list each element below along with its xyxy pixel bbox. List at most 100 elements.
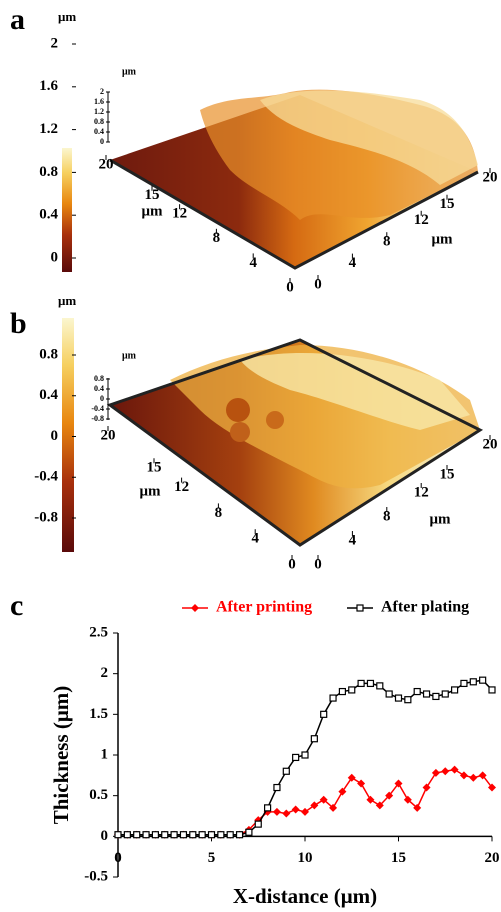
point <box>338 687 346 696</box>
point <box>376 682 384 690</box>
point <box>431 768 440 777</box>
x-axis-label: μm <box>430 511 452 527</box>
legend-label: After printing <box>216 599 312 616</box>
x-axis-label: μm <box>432 231 454 247</box>
y-tick-label: 0 <box>101 828 109 844</box>
z-tick-label: 0.4 <box>94 127 104 136</box>
y-tick-label: 8 <box>213 230 221 246</box>
x-tick-label: 10 <box>298 850 313 866</box>
point <box>479 676 487 684</box>
colorbar-tick-label: 0.4 <box>39 387 58 403</box>
z-tick-label: 2 <box>100 87 104 96</box>
point <box>422 690 431 698</box>
x-tick-label: 20 <box>483 169 498 185</box>
colorbar <box>62 148 72 272</box>
colorbar-unit: μm <box>58 9 76 24</box>
point <box>451 686 459 694</box>
legend-marker <box>191 604 199 612</box>
y-tick-label: 0 <box>288 556 296 572</box>
point <box>272 807 281 816</box>
panel-label: b <box>10 307 27 340</box>
point <box>357 779 366 788</box>
point <box>404 696 412 704</box>
point <box>301 807 309 816</box>
x-tick-label: 8 <box>383 234 391 250</box>
z-tick-label: 0.8 <box>94 117 104 126</box>
point <box>478 771 487 780</box>
point <box>441 767 450 776</box>
point <box>151 831 159 839</box>
x-tick-label: 12 <box>414 484 429 500</box>
point <box>245 828 253 836</box>
y-tick-label: 1 <box>101 746 109 762</box>
point <box>179 831 188 839</box>
z-unit: μm <box>122 66 137 77</box>
point <box>189 831 197 839</box>
x-tick-label: 15 <box>440 196 455 212</box>
legend-marker <box>356 604 364 612</box>
colorbar-tick-label: 1.6 <box>39 78 58 94</box>
point <box>301 751 309 759</box>
colorbar-tick-label: 0.8 <box>39 346 58 362</box>
point <box>469 678 477 686</box>
y-tick-label: 0 <box>286 279 294 295</box>
series-line <box>118 768 493 836</box>
y-tick-label: 15 <box>147 460 162 476</box>
point <box>310 735 318 743</box>
x-tick-label: 4 <box>349 255 357 271</box>
x-tick-label: 5 <box>208 850 216 866</box>
point <box>413 687 421 696</box>
point <box>114 831 122 839</box>
point <box>123 831 131 839</box>
x-tick-label: 20 <box>485 850 500 866</box>
x-tick-label: 15 <box>391 850 406 866</box>
point <box>460 679 468 688</box>
y-tick-label: 20 <box>101 427 116 443</box>
point <box>142 831 150 839</box>
z-unit: μm <box>122 350 137 361</box>
surface-grain <box>266 411 284 429</box>
z-tick-label: 0 <box>100 137 104 146</box>
point <box>450 765 459 774</box>
y-tick-label: 15 <box>145 187 160 203</box>
point <box>264 804 272 812</box>
point <box>459 771 468 780</box>
point <box>338 787 347 796</box>
y-axis-label: μm <box>140 483 162 499</box>
point <box>394 694 403 702</box>
z-tick-label: 0.4 <box>94 384 104 393</box>
legend-label: After plating <box>381 599 469 616</box>
colorbar-tick-label: 0 <box>51 428 59 444</box>
x-axis-label: X-distance (μm) <box>233 884 377 908</box>
colorbar-tick-label: 2 <box>51 35 59 51</box>
point <box>413 803 422 812</box>
colorbar-unit: μm <box>58 293 76 308</box>
colorbar-tick-label: 0 <box>51 249 59 265</box>
z-tick-label: 1.6 <box>94 97 104 106</box>
x-tick-label: 0 <box>114 850 122 866</box>
y-tick-label: 4 <box>249 255 257 271</box>
point <box>319 795 328 804</box>
y-axis-label: Thickness (μm) <box>49 686 73 825</box>
y-tick-label: 2.5 <box>89 624 108 640</box>
colorbar-tick-label: -0.8 <box>34 509 58 525</box>
panel-label: c <box>10 589 23 622</box>
point <box>207 831 216 839</box>
point <box>273 783 281 792</box>
x-tick-label: 0 <box>314 276 322 292</box>
x-tick-label: 15 <box>440 466 455 482</box>
z-tick-label: -0.8 <box>91 414 104 423</box>
surface-grain <box>226 398 250 422</box>
colorbar-tick-label: -0.4 <box>34 469 58 485</box>
colorbar-tick-label: 1.2 <box>39 121 58 137</box>
colorbar-tick-label: 0.8 <box>39 164 58 180</box>
point <box>161 831 169 839</box>
point <box>292 753 300 762</box>
point <box>385 791 394 800</box>
x-tick-label: 4 <box>349 532 357 548</box>
point <box>310 801 319 810</box>
point <box>422 783 431 792</box>
x-tick-label: 0 <box>314 556 322 572</box>
point <box>282 809 291 818</box>
